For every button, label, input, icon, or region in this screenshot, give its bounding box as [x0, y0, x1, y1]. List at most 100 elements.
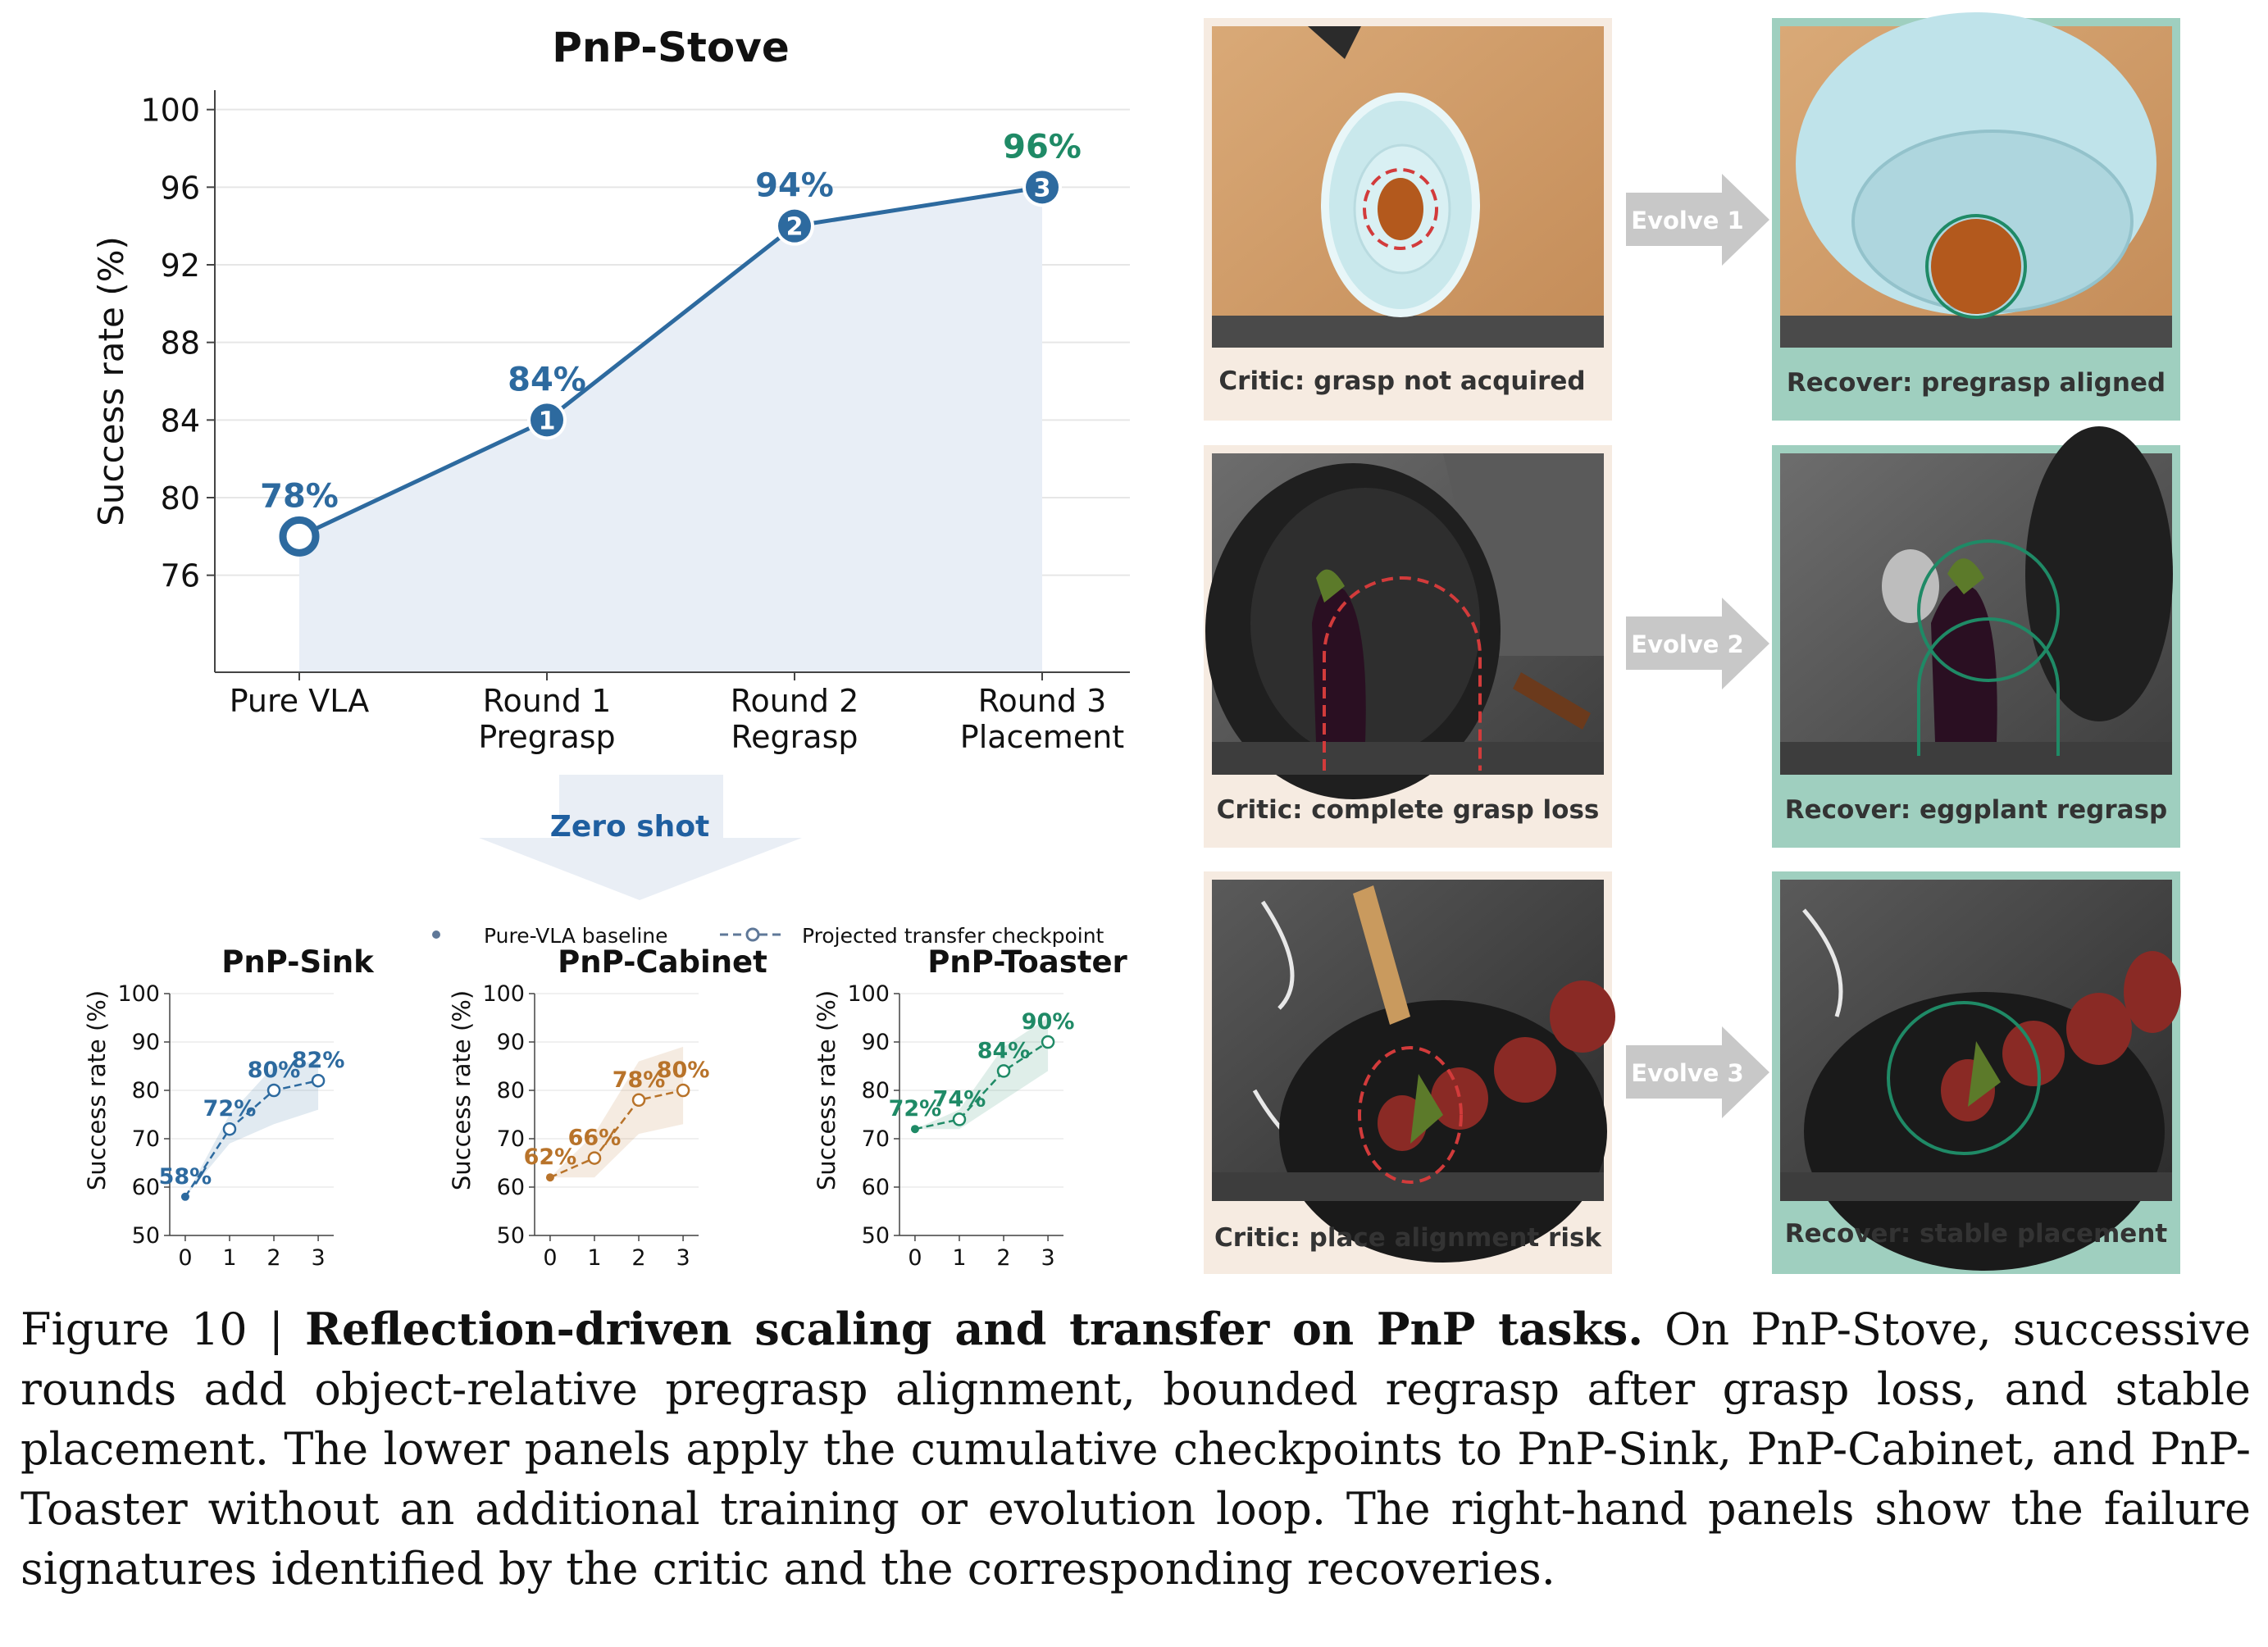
caption-bold: Reflection-driven scaling and transfer o… — [305, 1303, 1644, 1355]
main-data-label: 84% — [508, 361, 586, 398]
small-data-label: 72% — [203, 1096, 257, 1122]
zero-shot-arrow: Zero shot — [479, 775, 802, 900]
small-x-tick-label: 1 — [587, 1245, 601, 1271]
caption-label: Figure 10 | — [20, 1303, 306, 1355]
small-y-tick-label: 70 — [497, 1126, 525, 1152]
recover-panel-1: Recover: pregrasp aligned — [1772, 12, 2180, 421]
caption-text: On PnP-Stove, successive rounds add obje… — [20, 1303, 2251, 1595]
toaster-chart: PnP-Toaster Success rate (%) 50 60 70 80 90 1… — [813, 944, 1128, 1271]
main-data-label: 78% — [260, 477, 339, 515]
main-y-tick-label: 96 — [161, 170, 200, 206]
cabinet-y-axis-label: Success rate (%) — [448, 990, 476, 1190]
main-y-tick-label: 100 — [140, 93, 200, 129]
small-data-label: 62% — [524, 1144, 577, 1170]
critic-image-1 — [1212, 26, 1604, 348]
legend-projected-marker — [745, 927, 760, 942]
small-x-tick-label: 0 — [178, 1245, 192, 1271]
main-y-tick-label: 84 — [161, 403, 200, 439]
legend-baseline-marker — [432, 930, 440, 939]
evolve-label-2: Evolve 2 — [1631, 630, 1743, 658]
evolve-label-1: Evolve 1 — [1631, 207, 1743, 234]
main-x-tick-label: Round 2 — [731, 683, 859, 719]
small-y-tick-label: 50 — [497, 1223, 525, 1249]
critic-image-3 — [1212, 880, 1615, 1263]
small-data-label: 66% — [568, 1126, 622, 1151]
small-x-tick-label: 2 — [631, 1245, 645, 1271]
evolve-arrow-1: Evolve 1 — [1626, 174, 1769, 266]
small-y-tick-label: 80 — [132, 1078, 160, 1103]
main-data-labels: 78% 84% 94% 96% — [260, 128, 1082, 515]
small-y-tick-label: 70 — [862, 1126, 890, 1152]
small-y-tick-label: 60 — [497, 1175, 525, 1200]
main-chart-title: PnP-Stove — [552, 24, 790, 71]
critic-panel-3: Critic: place alignment risk — [1204, 871, 1615, 1274]
main-x-tick-label: Pure VLA — [230, 683, 370, 719]
small-data-label: 82% — [292, 1048, 345, 1073]
small-y-tick-label: 60 — [132, 1175, 160, 1200]
small-uncertainty-band — [914, 1017, 1049, 1130]
critic-mark-3 — [1358, 1046, 1463, 1184]
recover-caption-2: Recover: eggplant regrasp — [1785, 795, 2167, 825]
small-point-projected — [631, 1093, 646, 1108]
small-point-projected — [587, 1151, 602, 1165]
small-y-tick-label: 90 — [862, 1030, 890, 1055]
small-series-line — [184, 1079, 319, 1198]
evolve-arrow-shape-3 — [1626, 1026, 1769, 1118]
recover-image-3 — [1780, 880, 2181, 1271]
main-y-axis-label: Success rate (%) — [91, 236, 131, 526]
main-point-baseline — [279, 516, 320, 557]
small-x-tick-label: 1 — [952, 1245, 966, 1271]
zero-shot-label: Zero shot — [550, 810, 710, 844]
main-data-label: 96% — [1003, 128, 1082, 166]
main-area-fill — [299, 187, 1042, 673]
evolve-arrow-shape-1 — [1626, 174, 1769, 266]
sink-chart-title: PnP-Sink — [221, 944, 375, 980]
main-point-number-2: 2 — [786, 213, 804, 242]
small-y-tick-label: 60 — [862, 1175, 890, 1200]
critic-panel-2: Critic: complete grasp loss — [1204, 445, 1612, 848]
critic-mark-1 — [1363, 168, 1438, 250]
evolve-arrow-2: Evolve 2 — [1626, 598, 1769, 689]
toaster-y-axis-label: Success rate (%) — [813, 990, 840, 1190]
main-x-tick-label: Round 1 — [483, 683, 612, 719]
small-y-tick-label: 100 — [117, 981, 160, 1007]
critic-mark-2 — [1323, 576, 1482, 771]
main-points: 1 2 3 — [279, 167, 1062, 557]
small-series-line — [549, 1089, 684, 1179]
small-point-baseline — [180, 1192, 189, 1201]
small-point-projected — [311, 1073, 326, 1088]
main-x-tick-label: Round 3 — [978, 683, 1107, 719]
transfer-legend: Pure-VLA baseline Projected transfer che… — [432, 924, 1104, 948]
main-point-number-3: 3 — [1034, 174, 1051, 202]
small-data-label: 80% — [657, 1058, 710, 1083]
small-data-label: 74% — [933, 1086, 986, 1112]
small-data-label: 84% — [977, 1038, 1031, 1063]
recover-panel-2: Recover: eggplant regrasp — [1772, 426, 2180, 848]
small-y-tick-label: 80 — [862, 1078, 890, 1103]
small-x-tick-label: 0 — [543, 1245, 557, 1271]
small-point-projected — [676, 1083, 690, 1098]
small-y-tick-label: 80 — [497, 1078, 525, 1103]
cabinet-chart: PnP-Cabinet Success rate (%) 50 60 70 80 90 1… — [448, 944, 767, 1271]
recover-panel-3: Recover: stable placement — [1772, 871, 2181, 1274]
recover-caption-3: Recover: stable placement — [1785, 1219, 2168, 1249]
recover-caption-1: Recover: pregrasp aligned — [1787, 368, 2166, 398]
main-y-tick-label: 76 — [161, 558, 200, 594]
small-point-projected — [222, 1122, 237, 1136]
critic-caption-1: Critic: grasp not acquired — [1218, 366, 1585, 396]
small-data-label: 58% — [159, 1164, 212, 1190]
small-x-tick-label: 0 — [908, 1245, 922, 1271]
main-y-tick-label: 80 — [161, 480, 200, 516]
main-point-round-3 — [1026, 171, 1059, 204]
critic-panel-1: Critic: grasp not acquired — [1204, 18, 1612, 421]
main-chart: PnP-Stove 76 80 84 88 92 96 100 Success rate (… — [91, 24, 1130, 755]
small-y-tick-label: 100 — [847, 981, 890, 1007]
small-point-baseline — [545, 1173, 554, 1182]
evolve-arrow-3: Evolve 3 — [1626, 1026, 1769, 1118]
small-data-label: 78% — [613, 1067, 666, 1093]
main-point-round-1 — [531, 403, 563, 437]
recover-mark-1 — [1925, 214, 2027, 319]
main-point-round-2 — [778, 209, 811, 243]
main-data-label: 94% — [755, 167, 834, 205]
